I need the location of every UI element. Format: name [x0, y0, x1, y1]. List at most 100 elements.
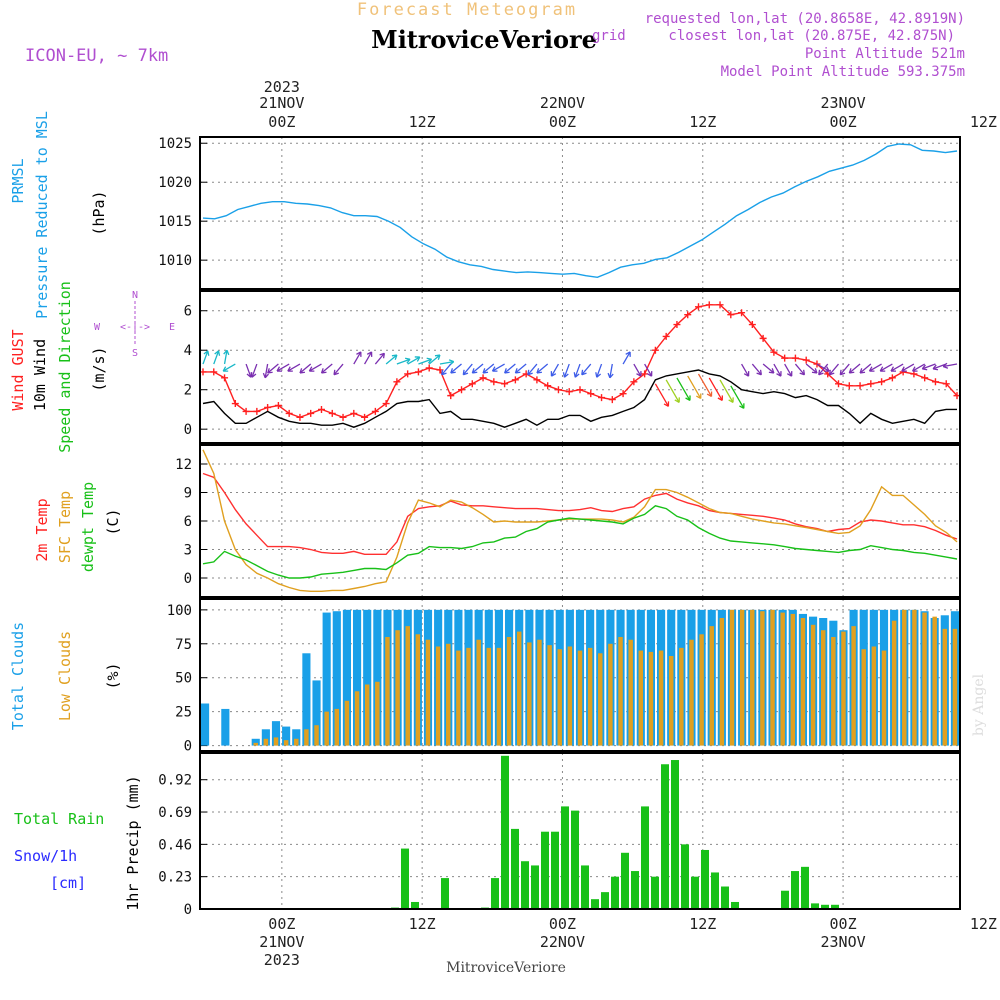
wind-arrow-head: [414, 356, 421, 362]
low-cloud-bar: [537, 639, 542, 746]
total-cloud-bar: [373, 609, 382, 746]
wind-arrow-head: [625, 351, 631, 357]
wind-arrow: [751, 363, 762, 376]
precip-bar: [411, 901, 419, 909]
wind-arrow-head: [824, 366, 830, 372]
precip-bar: [601, 892, 609, 909]
wind-arrow: [439, 360, 454, 365]
wind-arrow-head: [685, 395, 691, 401]
precipitation-panel: 0 0.23 0.46 0.69 0.92: [158, 752, 961, 918]
low-cloud-bar: [415, 634, 421, 746]
wind-arrow-head: [768, 368, 775, 374]
precip-bar: [831, 904, 839, 909]
top-date-label: 23NOV: [820, 94, 865, 112]
wind-arrow-head: [786, 371, 793, 377]
wind-arrow: [482, 363, 495, 374]
low-cloud-bar: [304, 729, 309, 746]
wind-arrow-head: [287, 366, 293, 372]
requested-coords: requested lon,lat (20.8658E, 42.8919N): [645, 11, 965, 27]
low-cloud-bar: [952, 628, 958, 746]
grid-prefix: grid: [592, 28, 626, 44]
total-cloud-bar: [332, 611, 341, 746]
gust-marker: [651, 346, 659, 354]
precip-bar: [551, 831, 559, 909]
wind-arrow: [633, 363, 642, 377]
y-tick-label: 0: [184, 422, 192, 438]
gust-marker: [210, 368, 218, 376]
top-time-label: 12Z: [970, 113, 997, 131]
low-cloud-bar: [273, 737, 279, 746]
wind-arrow: [353, 351, 362, 365]
wind-arrow-head: [921, 364, 928, 371]
low-cloud-bar: [770, 609, 775, 746]
y-tick-label: 100: [167, 603, 192, 619]
gust-marker: [371, 407, 379, 415]
wind-arrow-head: [214, 350, 221, 356]
low-cloud-bar: [800, 618, 806, 746]
wind-arrow-head: [717, 395, 723, 401]
precip-bar: [791, 871, 799, 909]
precip-bar: [401, 848, 409, 909]
gust-marker: [479, 374, 487, 382]
precip-bar: [661, 764, 669, 909]
precip-bar: [611, 876, 619, 909]
low-cloud-bar: [841, 631, 846, 746]
low-cloud-bar: [567, 646, 573, 746]
gust-marker: [231, 400, 239, 408]
gust-marker: [296, 413, 304, 421]
wind-arrow-head: [462, 369, 469, 376]
low-cloud-bar: [547, 645, 552, 746]
low-cloud-bar: [344, 700, 350, 746]
y-tick-label: 0: [184, 571, 192, 587]
wind-arrow: [536, 363, 549, 374]
total-cloud-bar: [261, 729, 270, 746]
gust-marker: [619, 390, 627, 398]
total-cloud-bar: [251, 738, 260, 746]
wind-arrow-head: [839, 369, 846, 376]
low-cloud-bar: [739, 609, 745, 746]
total-cloud-bar: [322, 612, 331, 746]
wind-10m-label: 10m Wind: [31, 339, 49, 411]
gust-marker: [694, 303, 702, 311]
gust-marker: [382, 400, 390, 408]
gust-marker: [813, 360, 821, 368]
gust-marker: [867, 380, 875, 388]
wind-arrow: [550, 363, 560, 377]
low-cloud-bar: [831, 637, 836, 746]
model-label: ICON-EU, ~ 7km: [25, 46, 168, 66]
panel-frame: [199, 598, 961, 752]
wind-arrow-head: [674, 397, 680, 403]
wind-arrow: [805, 363, 818, 374]
panel-frame: [199, 290, 961, 444]
gust-marker: [878, 378, 886, 386]
footer-station: MitroviceVeriore: [446, 960, 566, 976]
low-cloud-bar: [375, 681, 380, 746]
gust-marker: [404, 370, 412, 378]
wind-arrow-head: [879, 366, 886, 372]
wind-arrow: [287, 363, 301, 372]
wind-arrow-head: [391, 354, 398, 360]
precip-bar: [641, 806, 649, 909]
wind-arrow-head: [222, 366, 229, 372]
wind-arrow: [741, 363, 750, 377]
gust-marker: [673, 321, 681, 329]
wind-panel: 0 2 4 6: [184, 290, 961, 444]
y-tick-label: 25: [175, 705, 192, 721]
wind-arrow: [450, 363, 462, 374]
wind-arrow: [515, 363, 527, 374]
bottom-date-label: 23NOV: [820, 933, 865, 951]
temp-unit-label: (C): [104, 508, 122, 535]
wind-arrow-head: [646, 371, 653, 377]
low-cloud-bar: [435, 646, 441, 746]
low-cloud-bar: [395, 630, 400, 746]
wind-arrow-head: [868, 366, 875, 372]
temp-2m-label: 2m Temp: [33, 498, 51, 561]
wind-arrow-head: [299, 368, 306, 374]
gust-marker: [856, 382, 864, 390]
wind-arrow: [901, 363, 915, 372]
wind-arrow: [527, 363, 538, 376]
total-cloud-bar: [221, 708, 230, 746]
wind-arrow-head: [434, 354, 441, 360]
top-time-label: 00Z: [268, 113, 295, 131]
gust-marker: [264, 403, 272, 411]
